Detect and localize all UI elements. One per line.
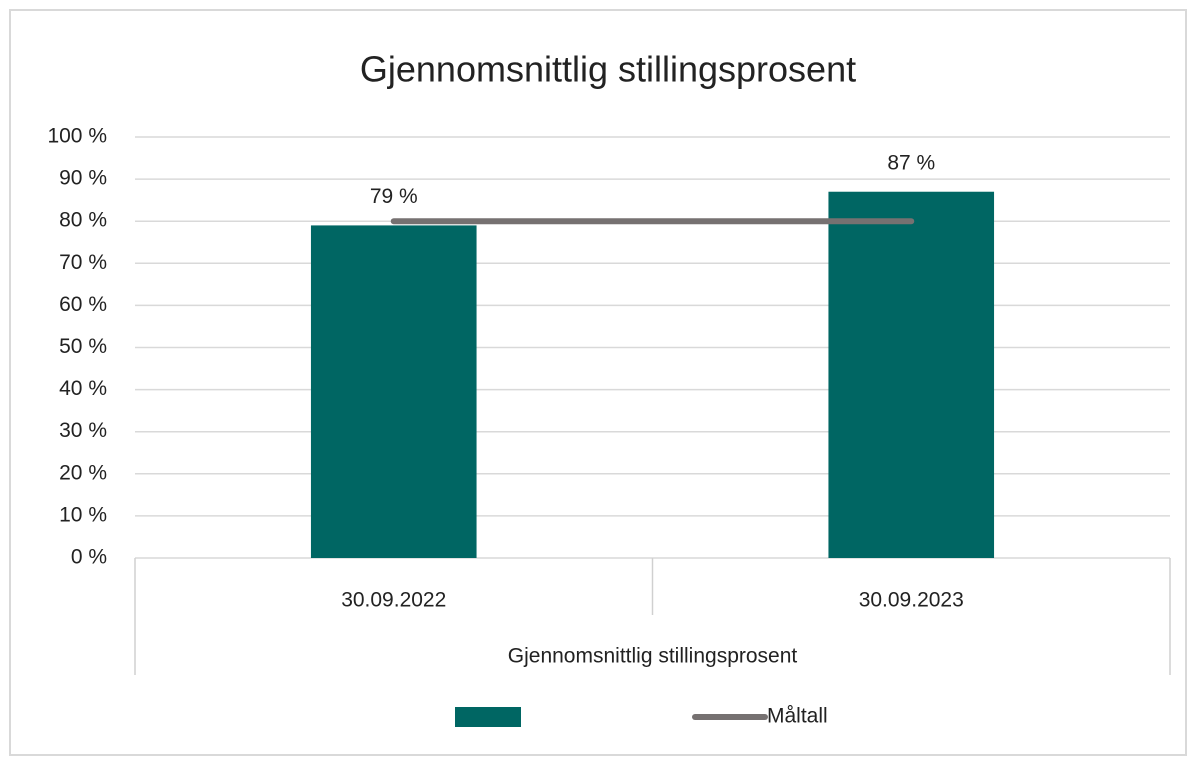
y-tick-label: 90 %	[59, 167, 107, 190]
y-tick-label: 50 %	[59, 335, 107, 358]
y-tick-label: 70 %	[59, 251, 107, 274]
chart-title: Gjennomsnittlig stillingsprosent	[360, 49, 856, 90]
y-tick-label: 10 %	[59, 503, 107, 526]
bar	[828, 191, 995, 559]
y-tick-label: 30 %	[59, 419, 107, 442]
data-label: 79 %	[370, 185, 418, 208]
legend-swatch	[455, 707, 521, 727]
x-group-label: Gjennomsnittlig stillingsprosent	[508, 645, 798, 668]
chart-border	[9, 9, 1187, 756]
y-tick-label: 100 %	[47, 125, 107, 148]
y-tick-label: 60 %	[59, 293, 107, 316]
y-tick-label: 80 %	[59, 209, 107, 232]
y-tick-label: 20 %	[59, 461, 107, 484]
x-tick-label: 30.09.2023	[859, 589, 964, 612]
y-tick-label: 0 %	[71, 546, 107, 569]
legend-label: Måltall	[767, 705, 828, 728]
bar	[310, 225, 477, 558]
x-tick-label: 30.09.2022	[341, 589, 446, 612]
data-label: 87 %	[887, 151, 935, 174]
y-tick-label: 40 %	[59, 377, 107, 400]
